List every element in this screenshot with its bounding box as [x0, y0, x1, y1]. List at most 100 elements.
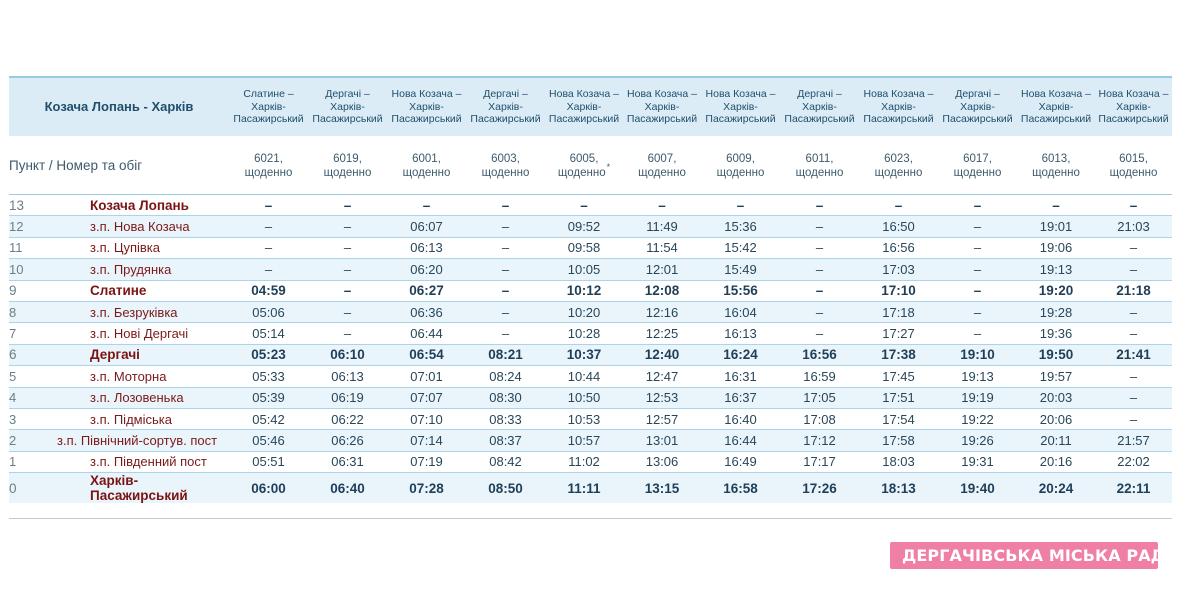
- stop-name: Дергачі: [47, 344, 230, 367]
- train-route-line: Нова Козача –: [1098, 88, 1169, 101]
- departure-time: –: [1095, 365, 1173, 388]
- departure-time: 21:03: [1095, 215, 1173, 238]
- train-frequency: щоденно: [795, 166, 844, 179]
- stop-number: 13: [9, 194, 47, 217]
- train-route-cell: Нова Козача – Харків- Пасажирський: [623, 77, 702, 137]
- departure-time: 19:36: [1017, 322, 1096, 345]
- timetable-row: 1 з.п. Південний пост 05:51 06:31 07:19 08:42…: [9, 451, 1173, 474]
- train-frequency: щоденно: [557, 166, 606, 179]
- departure-time: 10:37: [545, 344, 624, 367]
- departure-time: 15:42: [701, 237, 781, 260]
- departure-time: –: [466, 301, 546, 324]
- timetable-row: 8 з.п. Безруківка 05:06–06:36–10:20 12:16 16…: [9, 301, 1173, 324]
- train-route-line: Пасажирський: [942, 113, 1013, 126]
- timetable-row: 2 з.п. Північний-сортув. пост 05:46 06:26 07…: [9, 429, 1173, 452]
- stop-name: з.п. Південний пост: [47, 451, 230, 474]
- departure-time: 09:52: [545, 215, 624, 238]
- train-route-line: Пасажирський: [784, 113, 855, 126]
- departure-time: 15:49: [701, 258, 781, 281]
- train-number-cell: 6023, щоденно: [859, 136, 939, 195]
- train-number-cell: 6011, щоденно: [780, 136, 860, 195]
- departure-time: 10:44: [545, 365, 624, 388]
- departure-time: –: [780, 237, 860, 260]
- departure-time: –: [387, 194, 467, 217]
- departure-time: 06:31: [308, 451, 388, 474]
- train-frequency: щоденно: [716, 166, 765, 179]
- departure-time: –: [229, 215, 309, 238]
- departure-time: –: [308, 194, 388, 217]
- train-note-mark: *: [606, 161, 611, 172]
- departure-time: 16:50: [859, 215, 939, 238]
- train-route-line: Нова Козача –: [863, 88, 934, 101]
- departure-time: –: [308, 280, 388, 302]
- departure-time: 18:13: [859, 472, 939, 504]
- departure-time: –: [938, 301, 1018, 324]
- stop-name: Харків-Пасажирський: [47, 472, 230, 504]
- departure-time: 08:24: [466, 365, 546, 388]
- train-frequency: щоденно: [638, 166, 686, 179]
- train-frequency: щоденно: [244, 166, 293, 179]
- train-number-cell: 6013, щоденно: [1017, 136, 1096, 195]
- stop-number: 3: [9, 408, 47, 431]
- departure-time: –: [938, 237, 1018, 260]
- departure-time: 10:50: [545, 387, 624, 409]
- timetable-row: 0 Харків-Пасажирський 06:00 06:40 07:28 08:50…: [9, 472, 1173, 504]
- train-number: 6003,: [491, 152, 520, 165]
- train-number: 6005,: [569, 152, 599, 165]
- departure-time: 15:56: [701, 280, 781, 302]
- departure-time: –: [466, 322, 546, 345]
- departure-time: 21:57: [1095, 429, 1173, 452]
- train-route-line: Пасажирський: [470, 113, 541, 126]
- departure-time: 20:16: [1017, 451, 1096, 474]
- train-frequency: щоденно: [323, 166, 372, 179]
- departure-time: 19:10: [938, 344, 1018, 367]
- departure-time: –: [1017, 194, 1096, 217]
- departure-time: 17:10: [859, 280, 939, 302]
- departure-time: –: [308, 322, 388, 345]
- departure-time: 17:12: [780, 429, 860, 452]
- departure-time: 17:54: [859, 408, 939, 431]
- departure-time: 12:47: [623, 365, 702, 388]
- timetable-row: 6 Дергачі 05:23 06:10 06:54 08:21 10:37 12:40 16…: [9, 344, 1173, 367]
- train-route-line: Харків-: [881, 100, 916, 113]
- train-frequency: щоденно: [402, 166, 451, 179]
- departure-time: 12:08: [623, 280, 702, 302]
- departure-time: 12:25: [623, 322, 702, 345]
- train-number-cell: 6009, щоденно: [701, 136, 781, 195]
- stop-name: з.п. Прудянка: [47, 258, 230, 281]
- stop-number: 7: [9, 322, 47, 345]
- departure-time: 19:13: [1017, 258, 1096, 281]
- timetable-row: 7 з.п. Нові Дергачі 05:14–06:44–10:28 12:25…: [9, 322, 1173, 345]
- departure-time: 16:04: [701, 301, 781, 324]
- train-route-line: Дергачі –: [483, 88, 528, 101]
- departure-time: 09:58: [545, 237, 624, 260]
- departure-time: 16:44: [701, 429, 781, 452]
- train-number-cell: 6005, щоденно*: [545, 136, 624, 195]
- departure-time: 16:49: [701, 451, 781, 474]
- train-route-line: Нова Козача –: [391, 88, 462, 101]
- departure-time: 08:33: [466, 408, 546, 431]
- departure-time: 21:41: [1095, 344, 1173, 367]
- train-route-line: Пасажирський: [548, 113, 620, 126]
- departure-time: –: [229, 237, 309, 260]
- departure-time: –: [780, 258, 860, 281]
- departure-time: 10:05: [545, 258, 624, 281]
- departure-time: –: [466, 215, 546, 238]
- timetable-row: 10 з.п. Прудянка – –06:20–10:05 12:01 15:49–1…: [9, 258, 1173, 281]
- train-route-cell: Дергачі – Харків- Пасажирський: [466, 77, 546, 137]
- stop-number: 2: [9, 429, 47, 452]
- train-route-line: Пасажирський: [391, 113, 462, 126]
- departure-time: 20:03: [1017, 387, 1096, 409]
- train-frequency: щоденно: [874, 166, 923, 179]
- departure-time: 06:36: [387, 301, 467, 324]
- departure-time: 12:01: [623, 258, 702, 281]
- departure-time: –: [466, 258, 546, 281]
- departure-time: 06:44: [387, 322, 467, 345]
- departure-time: 16:56: [859, 237, 939, 260]
- train-route-line: Пасажирський: [1098, 113, 1169, 126]
- stop-number: 5: [9, 365, 47, 388]
- train-route-cell: Слатине – Харків- Пасажирський: [229, 77, 309, 137]
- train-number-cell: 6001, щоденно: [387, 136, 467, 195]
- departure-time: 07:10: [387, 408, 467, 431]
- stop-name: з.п. Підміська: [47, 408, 230, 431]
